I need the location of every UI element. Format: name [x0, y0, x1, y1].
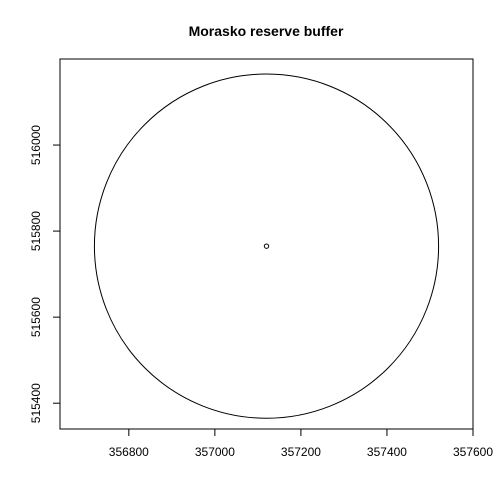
y-tick-label: 516000 — [29, 125, 43, 165]
x-tick-label: 356800 — [109, 445, 149, 459]
x-tick-label: 357600 — [453, 445, 493, 459]
x-tick-label: 357400 — [367, 445, 407, 459]
y-axis: 515400 515600 515800 516000 — [29, 125, 61, 423]
y-tick-label: 515800 — [29, 211, 43, 251]
buffer-circle — [93, 73, 440, 419]
center-point — [263, 243, 270, 249]
plot-marks — [93, 73, 440, 419]
x-tick-label: 357200 — [281, 445, 321, 459]
y-tick-label: 515600 — [29, 297, 43, 337]
x-tick-label: 357000 — [195, 445, 235, 459]
y-tick-label: 515400 — [29, 383, 43, 423]
chart-title: Morasko reserve buffer — [189, 23, 344, 39]
x-axis: 356800 357000 357200 357400 357600 — [109, 428, 493, 459]
